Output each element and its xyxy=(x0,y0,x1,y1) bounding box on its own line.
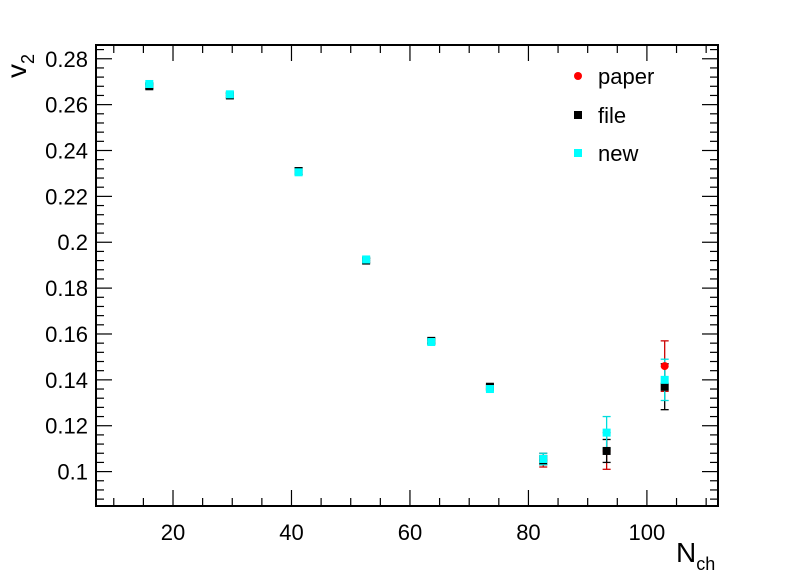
y-axis-title: v2 xyxy=(1,54,38,78)
y-tick-label: 0.18 xyxy=(45,276,88,301)
axis-ticks xyxy=(96,45,718,506)
x-tick-label: 60 xyxy=(398,520,422,545)
x-tick-label: 20 xyxy=(161,520,185,545)
data-point-new xyxy=(660,375,669,384)
data-point-new xyxy=(294,168,303,177)
y-axis-title-sub: 2 xyxy=(18,54,38,64)
y-tick-label: 0.2 xyxy=(57,230,88,255)
data-point-file xyxy=(660,382,669,391)
legend: paper file new xyxy=(574,64,654,166)
x-axis-title: Nch xyxy=(676,537,715,574)
legend-label-file: file xyxy=(598,103,626,128)
y-tick-label: 0.16 xyxy=(45,322,88,347)
data-point-new xyxy=(427,338,436,347)
legend-marker-paper xyxy=(574,72,582,80)
data-point-new xyxy=(539,454,548,463)
y-tick-label: 0.14 xyxy=(45,368,88,393)
x-tick-label: 100 xyxy=(629,520,666,545)
data-point-paper xyxy=(660,362,669,371)
axis-tick-labels: 20 40 60 80 100 0.1 0.12 0.14 0.16 0.18 0.2 0.22 0.2… xyxy=(45,47,665,545)
legend-label-new: new xyxy=(598,141,638,166)
y-tick-label: 0.24 xyxy=(45,139,88,164)
data-point-new xyxy=(225,90,234,99)
data-point-file xyxy=(602,446,611,455)
x-tick-label: 40 xyxy=(279,520,303,545)
y-tick-label: 0.22 xyxy=(45,184,88,209)
x-axis-title-main: N xyxy=(676,537,696,568)
legend-label-paper: paper xyxy=(598,64,654,89)
data-point-new xyxy=(362,255,371,264)
y-tick-label: 0.28 xyxy=(45,47,88,72)
plot-frame xyxy=(95,44,719,507)
data-point-new xyxy=(145,79,154,88)
x-tick-label: 80 xyxy=(516,520,540,545)
data-point-new xyxy=(602,428,611,437)
y-tick-label: 0.12 xyxy=(45,414,88,439)
legend-marker-file xyxy=(574,111,582,119)
y-axis-title-main: v xyxy=(1,64,32,78)
legend-marker-new xyxy=(574,149,582,157)
y-tick-label: 0.1 xyxy=(57,460,88,485)
y-tick-label: 0.26 xyxy=(45,93,88,118)
x-axis-title-sub: ch xyxy=(696,554,715,574)
data-markers xyxy=(145,79,669,465)
data-point-new xyxy=(485,385,494,394)
